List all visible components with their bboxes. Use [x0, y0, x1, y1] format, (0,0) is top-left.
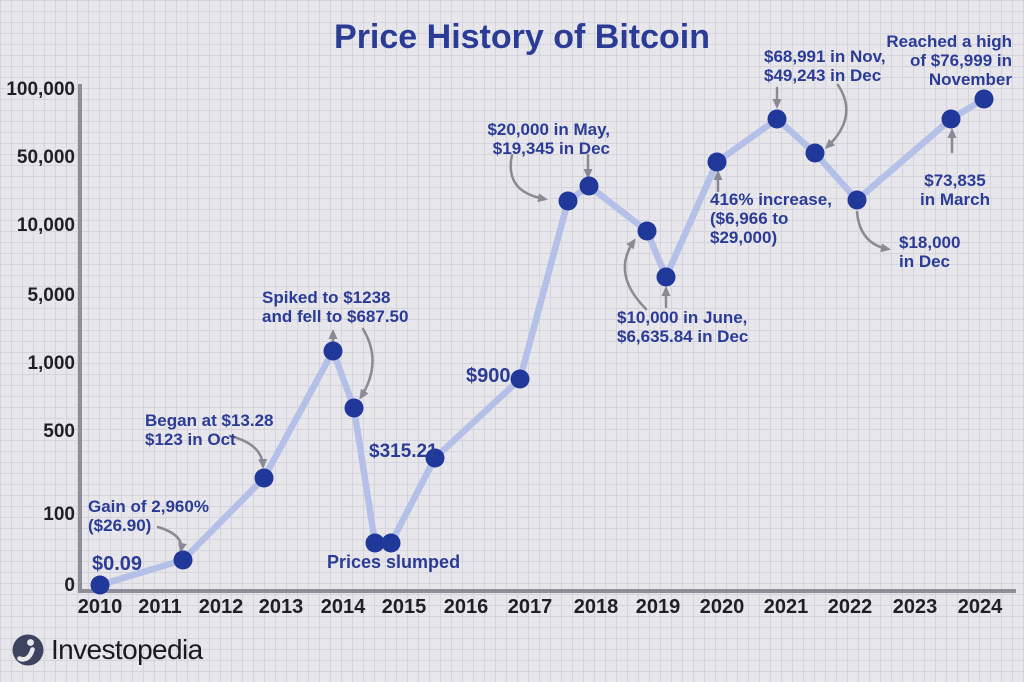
page-title: Price History of Bitcoin: [334, 18, 710, 56]
data-point-dec-2022: [847, 190, 867, 210]
axes: [78, 84, 1016, 593]
annotation-nov-2021: $68,991 in Nov, $49,243 in Dec: [764, 47, 886, 86]
annotation-spike-2013: Spiked to $1238 and fell to $687.50: [262, 288, 409, 327]
annotation-may-2017: $20,000 in May, $19,345 in Dec: [487, 120, 610, 159]
annotation-arrows: [156, 83, 957, 553]
y-tick-100,000: 100,000: [6, 79, 75, 100]
x-tick-2010: 2010: [77, 596, 123, 618]
data-point-2014: [344, 398, 364, 418]
x-tick-2018: 2018: [573, 596, 619, 618]
price-line: [96, 95, 988, 589]
x-tick-2012: 2012: [198, 596, 244, 618]
x-tick-2022: 2022: [827, 596, 873, 618]
x-tick-2021: 2021: [763, 596, 809, 618]
annotation-dec-2022: $18,000 in Dec: [899, 233, 961, 272]
annotation-high-2024: Reached a high of $76,999 in November: [886, 32, 1012, 90]
arrow-gain-2011: [156, 525, 187, 553]
data-point-2014: [365, 533, 385, 553]
data-point-may-2017: [558, 191, 578, 211]
annotation-price-900: $900: [466, 365, 511, 387]
data-point-june-2019: [637, 221, 657, 241]
x-tick-2016: 2016: [443, 596, 489, 618]
data-points: [90, 89, 994, 595]
data-point-nov-2021: [767, 109, 787, 129]
data-point-dec-2017: [579, 176, 599, 196]
x-tick-2020: 2020: [699, 596, 745, 618]
x-tick-2014: 2014: [320, 596, 366, 618]
annotation-increase-2020: 416% increase, ($6,966 to $29,000): [710, 190, 832, 248]
logo-text: Investopedia: [51, 634, 203, 665]
data-point-dec-2021: [805, 143, 825, 163]
data-point-dec-2019: [656, 267, 676, 287]
data-point-oct-2012: [254, 468, 274, 488]
annotation-price-315: $315.21: [369, 441, 438, 462]
price-line-group: [96, 95, 988, 589]
data-point-2020: [707, 152, 727, 172]
y-tick-0: 0: [64, 575, 75, 596]
data-point-2011: [173, 550, 193, 570]
data-point-2016: [510, 369, 530, 389]
x-tick-2017: 2017: [507, 596, 553, 618]
arrow-dec-2022: [855, 210, 891, 253]
annotation-start-price: $0.09: [92, 553, 143, 575]
investopedia-logo: Investopedia: [11, 633, 203, 667]
data-point-nov-2024: [974, 89, 994, 109]
y-tick-500: 500: [43, 421, 75, 442]
x-tick-2011: 2011: [138, 596, 182, 618]
x-tick-2015: 2015: [381, 596, 427, 618]
x-tick-2013: 2013: [258, 596, 304, 618]
annotation-slump: Prices slumped: [327, 552, 461, 572]
y-tick-50,000: 50,000: [16, 147, 75, 168]
arrow-fell-2014: [359, 327, 374, 400]
data-point-2010: [90, 575, 110, 595]
data-point-2015: [425, 448, 445, 468]
annotation-march-2024: $73,835 in March: [920, 171, 990, 210]
x-tick-2023: 2023: [892, 596, 938, 618]
x-tick-2024: 2024: [957, 596, 1003, 618]
y-tick-5,000: 5,000: [27, 285, 75, 306]
y-tick-10,000: 10,000: [16, 215, 75, 236]
data-point-march-2024: [941, 109, 961, 129]
arrow-began-2012: [228, 434, 268, 469]
data-point-2015: [381, 533, 401, 553]
annotation-gain-2011: Gain of 2,960% ($26.90): [88, 497, 209, 536]
arrow-june-2019: [623, 238, 648, 311]
arrow-dec-2021: [824, 83, 848, 150]
y-tick-1,000: 1,000: [27, 353, 75, 374]
y-tick-100: 100: [43, 504, 75, 525]
annotation-june-2019: $10,000 in June, $6,635.84 in Dec: [617, 308, 749, 347]
x-tick-2019: 2019: [635, 596, 681, 618]
data-point-2013: [323, 341, 343, 361]
arrow-may-2017: [509, 153, 548, 203]
annotation-began-2012: Began at $13.28 $123 in Oct: [145, 411, 274, 450]
investopedia-logo-icon: [12, 634, 44, 666]
